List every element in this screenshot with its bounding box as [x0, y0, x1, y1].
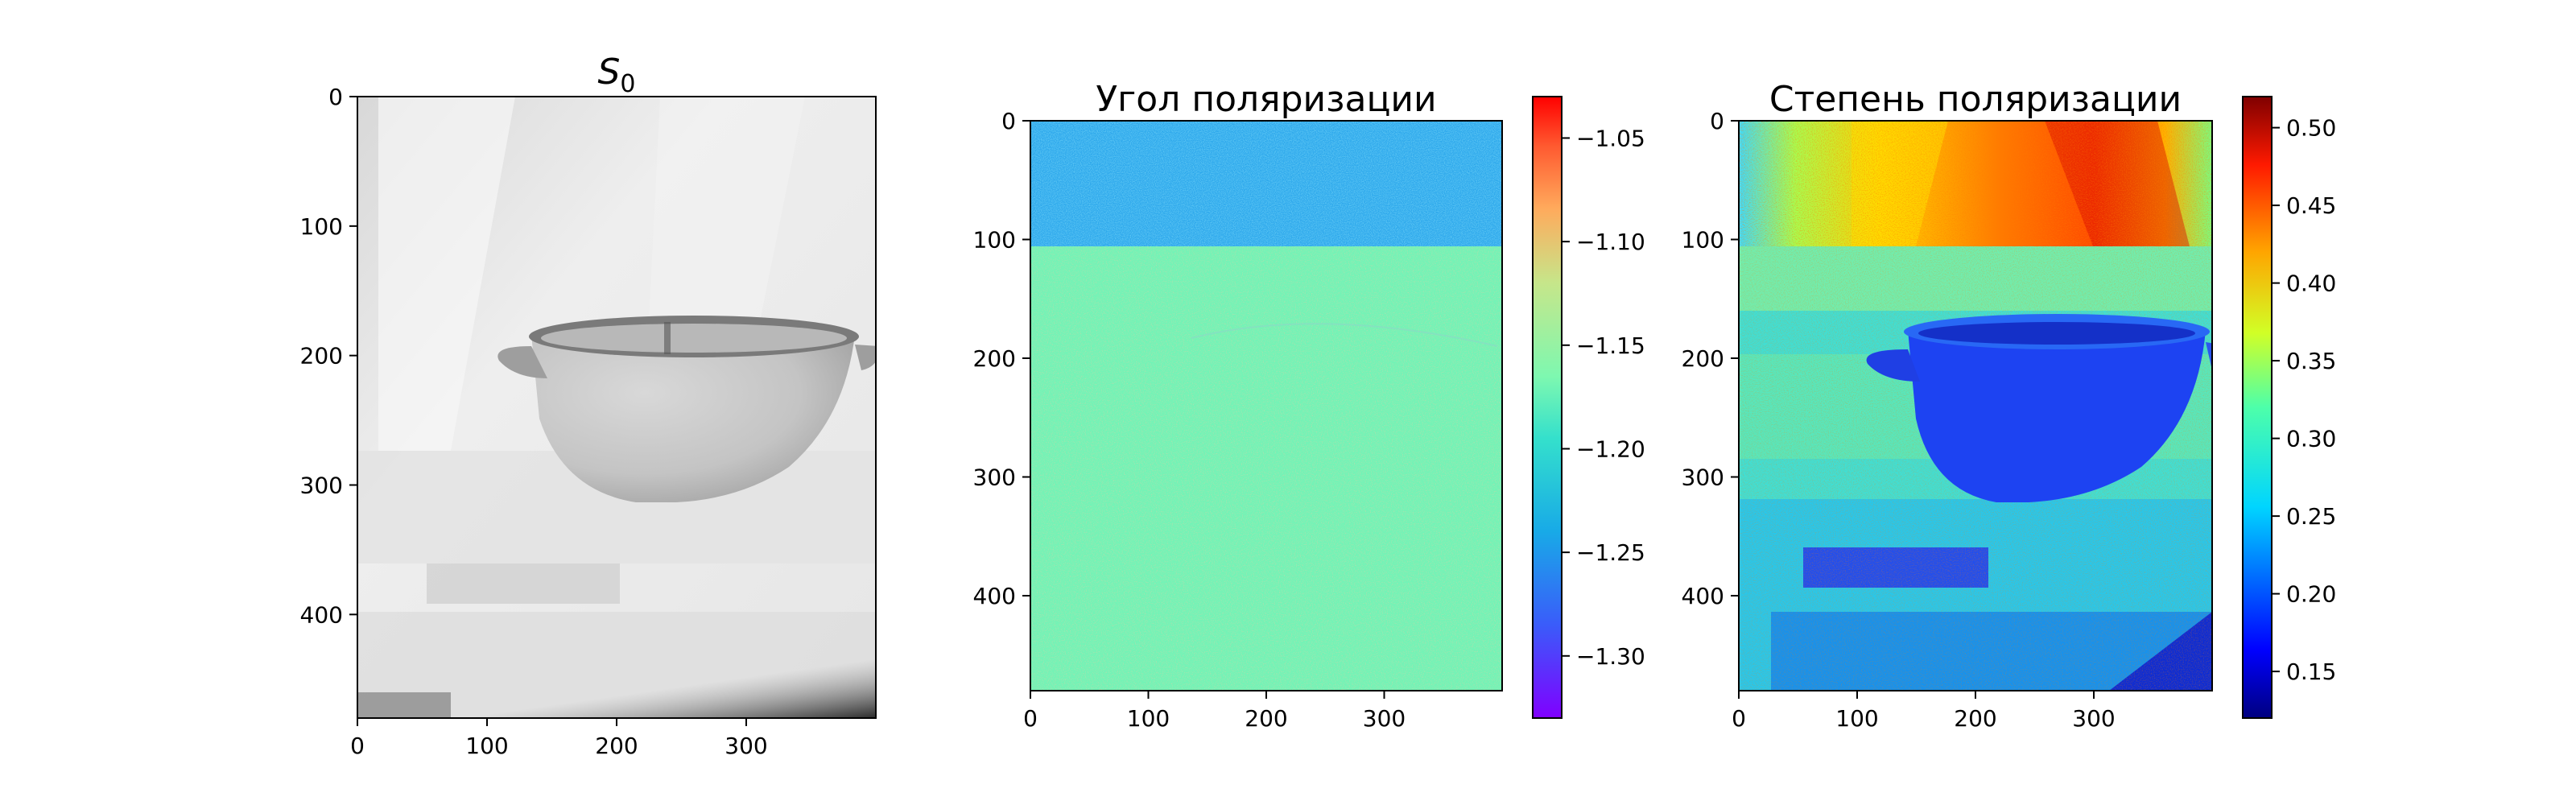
panel-degree-y-tick-label: 400: [1682, 583, 1724, 609]
panel-angle-image: [1030, 121, 1502, 691]
panel-degree-colorbar-tick-label: 0.50: [2286, 115, 2336, 142]
panel-angle-x-tick-label: 0: [1023, 705, 1038, 732]
panel-angle-colorbar-tick-label: −1.05: [1576, 125, 1645, 151]
panel-degree-x-tick-label: 300: [2072, 705, 2115, 732]
panel-s0-y-tick-label: 200: [300, 343, 343, 369]
panel-angle-colorbar-tick-label: −1.20: [1576, 436, 1645, 462]
panel-s0-title: S0: [597, 52, 635, 98]
panel-angle-title: Угол поляризации: [1096, 79, 1436, 120]
panel-degree-colorbar-tick-label: 0.35: [2286, 348, 2336, 374]
panel-angle-colorbar-ticks: −1.05 −1.10 −1.15 −1.20 −1.25 −1.30: [1562, 125, 1645, 670]
panel-degree-colorbar-tick-label: 0.30: [2286, 426, 2336, 452]
panel-angle-y-tick-label: 200: [973, 345, 1016, 372]
panel-degree: Степень поляризации 0 100 200 300 0 100 200 30…: [1682, 79, 2337, 732]
panel-degree-colorbar-tick-label: 0.25: [2286, 503, 2336, 530]
panel-angle-colorbar-tick-label: −1.25: [1576, 539, 1645, 566]
panel-degree-y-tick-label: 100: [1682, 227, 1724, 254]
panel-degree-colorbar-tick-label: 0.40: [2286, 270, 2336, 297]
panel-degree-x-tick-label: 200: [1954, 705, 1996, 732]
panel-angle-colorbar: [1532, 96, 1563, 719]
panel-s0-x-tick-label: 0: [350, 733, 365, 759]
panel-s0-y-tick-label: 400: [300, 601, 343, 628]
panel-degree-colorbar-tick-label: 0.15: [2286, 658, 2336, 685]
panel-angle-colorbar-tick-label: −1.15: [1576, 332, 1645, 359]
panel-degree-title: Степень поляризации: [1769, 79, 2182, 120]
panel-angle-y-tick-label: 100: [973, 227, 1016, 254]
panel-degree-colorbar-ticks: 0.15 0.20 0.25 0.30 0.35 0.40 0.45 0.50: [2272, 115, 2336, 685]
panel-degree-colorbar-tick-label: 0.45: [2286, 192, 2336, 219]
panel-s0-x-tick-label: 300: [724, 733, 767, 759]
panel-degree-y-tick-label: 300: [1682, 464, 1724, 491]
panel-degree-colorbar-tick-label: 0.20: [2286, 581, 2336, 608]
panel-angle-x-axis: 0 100 200 300: [1023, 691, 1406, 732]
panel-angle-y-tick-label: 0: [1001, 108, 1016, 134]
panel-angle-colorbar-tick-label: −1.10: [1576, 229, 1645, 255]
panel-s0-y-tick-label: 100: [300, 213, 343, 240]
panel-s0-x-axis: 0 100 200 300: [350, 718, 768, 759]
panel-s0-image: [357, 97, 876, 718]
panel-angle-y-tick-label: 400: [973, 583, 1016, 609]
panel-angle-x-tick-label: 200: [1245, 705, 1287, 732]
panel-angle-x-tick-label: 100: [1127, 705, 1170, 732]
panel-s0-x-tick-label: 100: [465, 733, 508, 759]
panel-angle-y-axis: 0 100 200 300 400: [973, 108, 1030, 609]
panel-s0-x-tick-label: 200: [595, 733, 638, 759]
panel-angle-colorbar-tick-label: −1.30: [1576, 643, 1645, 670]
panel-s0-y-tick-label: 0: [328, 84, 343, 110]
panel-degree-x-axis: 0 100 200 300: [1732, 691, 2116, 732]
panel-degree-x-tick-label: 100: [1835, 705, 1878, 732]
panel-degree-colorbar: [2242, 96, 2273, 719]
panel-s0-y-axis: 0 100 200 300 400: [300, 84, 357, 628]
panel-angle-x-tick-label: 300: [1363, 705, 1406, 732]
panel-degree-image: [1739, 121, 2212, 691]
panel-degree-y-tick-label: 0: [1710, 108, 1724, 134]
panel-s0-title-main: S: [597, 52, 620, 93]
panel-degree-x-tick-label: 0: [1732, 705, 1746, 732]
panel-angle-y-tick-label: 300: [973, 464, 1016, 491]
panel-degree-y-tick-label: 200: [1682, 345, 1724, 372]
panel-s0-title-sub: 0: [620, 70, 635, 98]
panel-angle: Угол поляризации 0 100 200 300 0 100 200 300 40…: [973, 79, 1645, 732]
panel-s0-y-tick-label: 300: [300, 473, 343, 499]
panel-degree-y-axis: 0 100 200 300 400: [1682, 108, 1739, 609]
